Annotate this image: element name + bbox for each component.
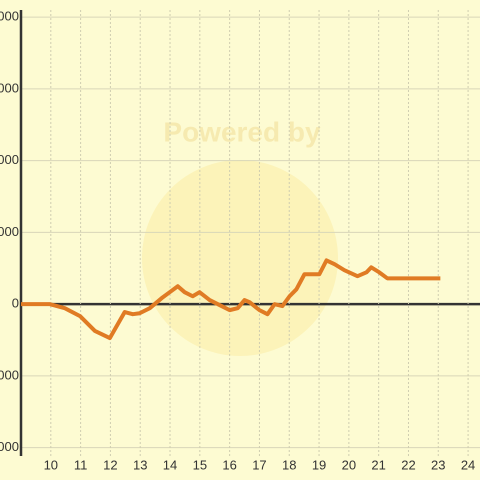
y-tick-label: 12,000 [0, 9, 19, 24]
y-tick-label: -6,000 [0, 439, 19, 454]
x-tick-label: 12 [103, 457, 117, 472]
y-tick-label: 9,000 [0, 80, 19, 95]
watermark-logo [142, 160, 338, 356]
x-tick-label: 24 [461, 457, 475, 472]
x-tick-label: 14 [163, 457, 177, 472]
x-tick-label: 16 [222, 457, 236, 472]
x-tick-label: 23 [431, 457, 445, 472]
y-tick-label: -3,000 [0, 367, 19, 382]
data-line [21, 258, 441, 341]
x-tick-label: 20 [342, 457, 356, 472]
x-tick-label: 17 [252, 457, 266, 472]
x-tick-label: 15 [193, 457, 207, 472]
x-tick-label: 10 [44, 457, 58, 472]
x-tick-label: 19 [312, 457, 326, 472]
x-tick-label: 22 [401, 457, 415, 472]
x-tick-label: 18 [282, 457, 296, 472]
x-tick-label: 11 [74, 457, 88, 472]
y-tick-label: 3,000 [0, 224, 19, 239]
y-tick-label: 6,000 [0, 152, 19, 167]
y-tick-label: 0 [12, 296, 19, 311]
x-tick-label: 13 [133, 457, 147, 472]
x-tick-label: 21 [371, 457, 385, 472]
watermark: Powered by [163, 116, 321, 147]
